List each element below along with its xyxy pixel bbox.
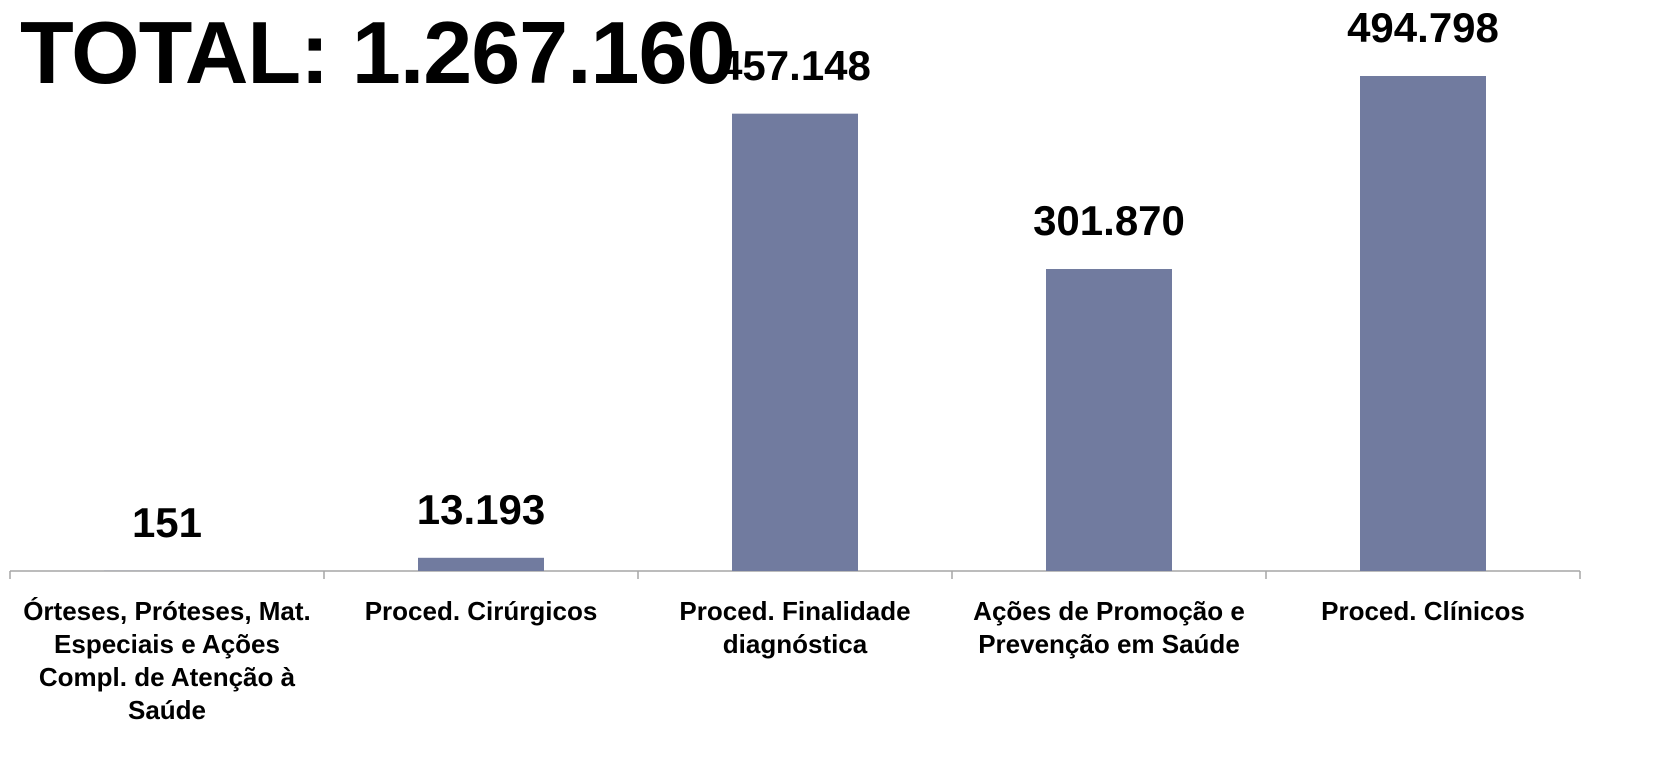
value-label: 301.870	[1033, 197, 1185, 244]
x-tick-label: Proced. Cirúrgicos	[364, 596, 598, 626]
bar	[732, 113, 858, 571]
value-label: 494.798	[1347, 4, 1499, 51]
x-tick-label: Proced. Finalidade diagnóstica	[679, 596, 911, 659]
value-label: 151	[131, 498, 203, 546]
x-tick-label: Proced. Clínicos	[1321, 596, 1525, 626]
value-label: 457.148	[719, 41, 871, 89]
value-label: 13.193	[416, 485, 546, 533]
bar	[1360, 76, 1486, 571]
x-tick-label: Órteses, Próteses, Mat. Especiais e Açõe…	[23, 596, 311, 725]
bar	[1046, 269, 1172, 571]
bar	[418, 557, 544, 571]
x-tick-label: Ações de Promoção e Prevenção em Saúde	[973, 596, 1245, 659]
chart-title: TOTAL: 1.267.160	[20, 3, 735, 102]
